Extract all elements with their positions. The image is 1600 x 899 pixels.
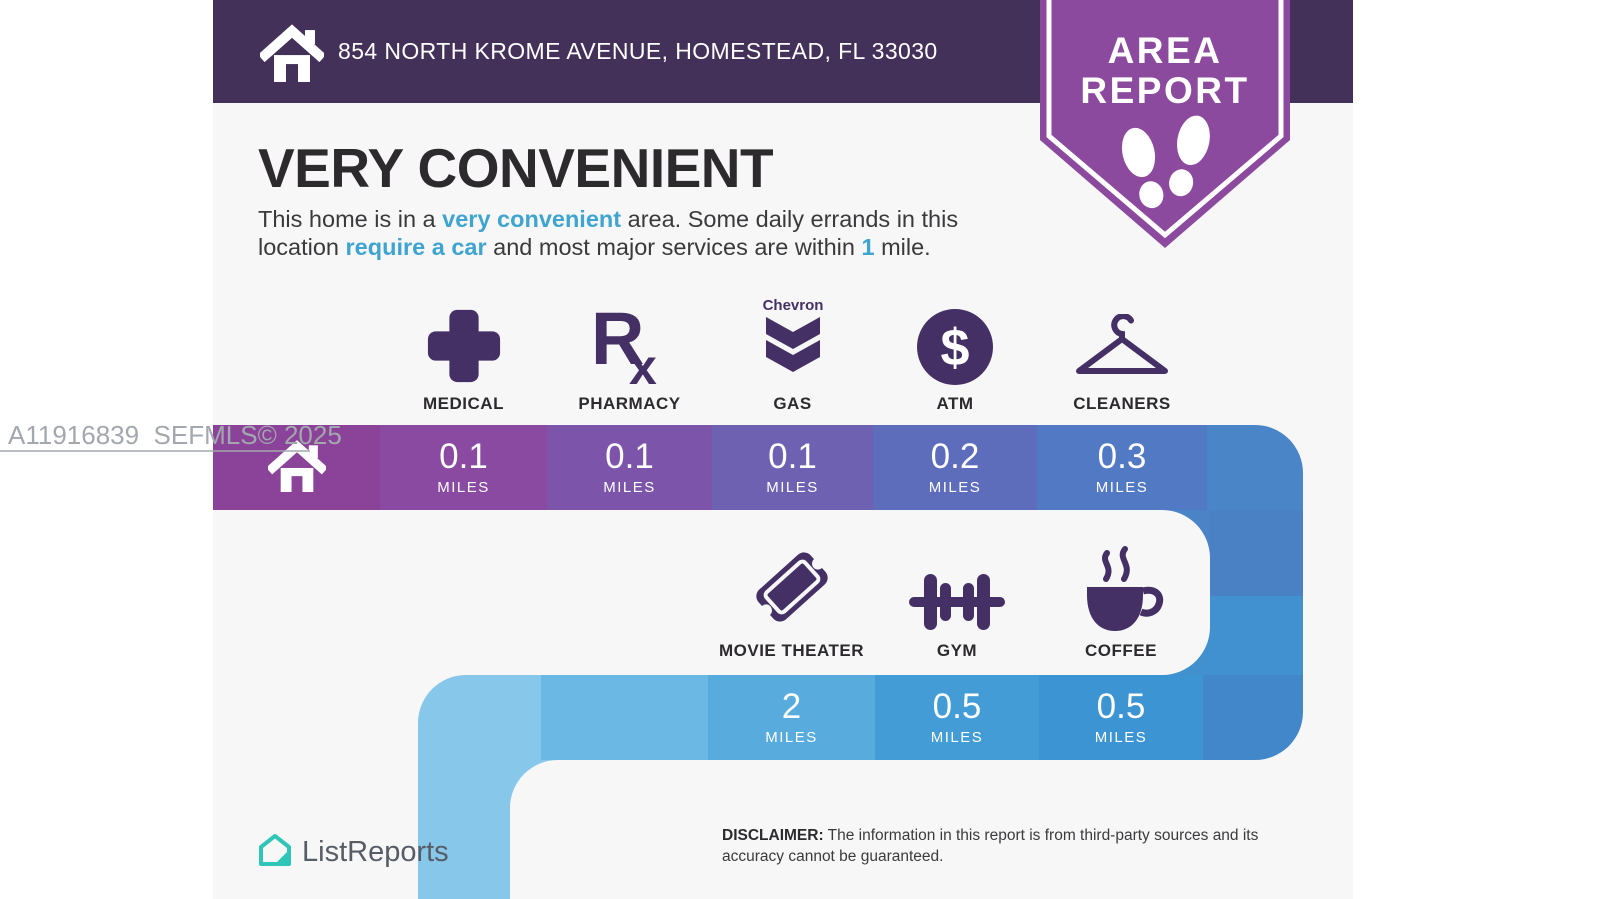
distance-unit: MILES (765, 729, 818, 746)
service-label: COFFEE (1085, 641, 1157, 660)
service-cleaners: CLEANERS (1037, 294, 1207, 414)
distance-value: 2 (781, 687, 802, 726)
description-text: and most major services are within (486, 233, 862, 260)
distance-unit: MILES (1094, 729, 1148, 746)
pharmacy-rx-icon: R x (589, 294, 671, 386)
mls-watermark: A11916839 SEFMLS© 2025 (8, 420, 342, 450)
badge-border (1046, 0, 1284, 239)
listreports-logo: ListReports (258, 833, 449, 872)
badge-line2: REPORT (1080, 70, 1249, 111)
service-label: GYM (936, 641, 978, 660)
distance-bar-right-connector (1210, 510, 1303, 675)
listreports-house-icon (258, 833, 292, 872)
distance-unit: MILES (1095, 479, 1149, 496)
service-coffee: COFFEE (1039, 541, 1203, 661)
area-report-badge: AREA REPORT (1040, 0, 1290, 248)
distance-value: 0.1 (768, 437, 817, 476)
report-content: 854 NORTH KROME AVENUE, HOMESTEAD, FL 33… (213, 0, 1353, 899)
bar-lead-segment (418, 675, 541, 760)
distance-value: 0.1 (605, 437, 654, 476)
description-highlight: 1 (861, 233, 875, 260)
bottom-panel (510, 760, 1353, 899)
svg-text:Chevron: Chevron (762, 297, 823, 314)
service-label: CLEANERS (1073, 394, 1171, 413)
footprints-icon (1121, 115, 1210, 209)
description-highlight: require a car (345, 233, 487, 260)
service-gas: Chevron GAS (712, 294, 873, 414)
disclaimer: DISCLAIMER: The information in this repo… (722, 826, 1307, 868)
distance-value: 0.5 (1096, 687, 1146, 726)
home-icon (257, 22, 327, 87)
distance-unit: MILES (766, 479, 819, 496)
distance-cell-movie-theater: 2 MILES (708, 675, 875, 760)
disclaimer-text: The information in this report is from t… (722, 827, 1259, 865)
distance-unit: MILES (437, 479, 490, 496)
distance-unit: MILES (928, 479, 982, 496)
distance-unit: MILES (603, 479, 656, 496)
service-label: MOVIE THEATER (718, 641, 865, 660)
service-label: MEDICAL (423, 394, 504, 413)
distance-cell-cleaners: 0.3 MILES (1037, 425, 1207, 510)
middle-panel (213, 510, 1210, 675)
description-text: This home is in a (258, 206, 443, 232)
description-text: mile. (874, 233, 931, 260)
distance-cell-gas: 0.1 MILES (712, 425, 873, 510)
distance-bar-row-2: 2 MILES 0.5 MILES 0.5 MILES (418, 675, 1303, 760)
service-movie-theater: MOVIE THEATER (708, 541, 875, 661)
page-description: This home is in a very convenient area. … (258, 206, 1033, 261)
distance-unit: MILES (930, 729, 984, 746)
distance-cell-pharmacy: 0.1 MILES (547, 425, 712, 510)
description-highlight: very convenient (442, 206, 622, 232)
distance-bar-left-connector (418, 760, 510, 899)
service-medical: MEDICAL (380, 294, 547, 414)
service-pharmacy: R x PHARMACY (547, 294, 712, 414)
atm-dollar-icon: $ (916, 294, 994, 386)
badge-pennant (1040, 0, 1290, 248)
distance-bar-row-1: 0.1 MILES 0.1 MILES 0.1 MILES 0.2 MILES 0.3 MILES (213, 425, 1303, 510)
distance-value: 0.5 (932, 687, 982, 726)
svg-text:$: $ (941, 319, 970, 377)
property-address: 854 NORTH KROME AVENUE, HOMESTEAD, FL 33… (338, 38, 938, 64)
distance-cell-coffee: 0.5 MILES (1039, 675, 1203, 760)
service-gym: GYM (875, 541, 1039, 661)
bar-lead-segment (541, 675, 708, 760)
gas-chevron-icon: Chevron (758, 294, 828, 386)
disclaimer-label: DISCLAIMER: (722, 827, 824, 844)
home-icon (265, 438, 328, 498)
svg-text:x: x (629, 339, 657, 386)
bar-trail-segment (1203, 675, 1303, 760)
distance-cell-atm: 0.2 MILES (873, 425, 1037, 510)
services-row-2: MOVIE THEATER GYM COFFEE (708, 541, 1203, 661)
services-row-1: MEDICAL R x PHARMACY Chevron GAS $ ATM CLE… (380, 294, 1207, 414)
badge-line1: AREA (1108, 30, 1223, 71)
description-text: area. Some daily errands in this locatio… (258, 206, 959, 260)
home-start-cell (213, 425, 380, 510)
service-label: ATM (936, 394, 974, 413)
distance-value: 0.3 (1097, 437, 1147, 476)
page-title: VERY CONVENIENT (258, 137, 774, 199)
distance-cell-gym: 0.5 MILES (875, 675, 1039, 760)
service-label: PHARMACY (578, 394, 681, 413)
listreports-logo-text: ListReports (302, 836, 449, 868)
svg-text:R: R (591, 302, 644, 380)
service-label: GAS (773, 394, 812, 413)
distance-value: 0.1 (439, 437, 488, 476)
service-atm: $ ATM (873, 294, 1037, 414)
bar-trail-segment (1207, 425, 1303, 510)
movie-ticket-icon (744, 541, 840, 633)
mls-watermark-line (0, 450, 310, 452)
distance-value: 0.2 (930, 437, 980, 476)
dumbbell-icon (907, 541, 1007, 633)
medical-cross-icon (425, 294, 503, 386)
hanger-icon (1073, 294, 1171, 386)
distance-cell-medical: 0.1 MILES (380, 425, 547, 510)
coffee-cup-icon (1075, 541, 1167, 633)
